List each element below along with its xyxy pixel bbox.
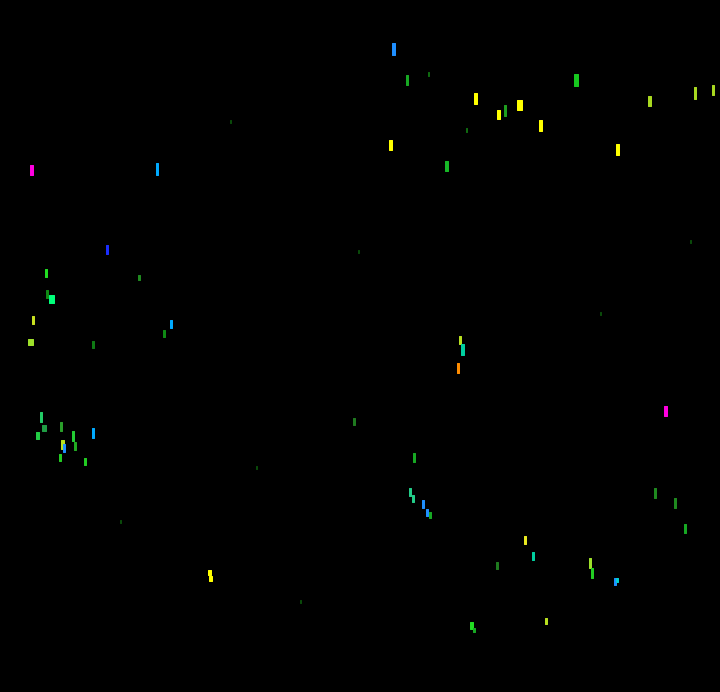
scatter-mark: [84, 458, 87, 466]
scatter-mark: [459, 336, 462, 345]
scatter-mark: [445, 161, 449, 172]
scatter-mark: [72, 431, 75, 442]
scatter-mark: [63, 444, 66, 453]
scatter-mark: [532, 552, 535, 561]
scatter-mark: [413, 453, 416, 463]
scatter-mark: [409, 488, 412, 497]
scatter-mark: [170, 320, 173, 329]
scatter-mark: [539, 120, 543, 132]
scatter-mark: [208, 570, 212, 576]
scatter-mark: [545, 618, 548, 625]
scatter-mark: [422, 500, 425, 509]
scatter-mark: [300, 600, 302, 604]
scatter-mark: [694, 87, 697, 100]
scatter-mark: [504, 105, 507, 117]
scatter-mark: [654, 488, 657, 499]
scatter-mark: [353, 418, 356, 426]
scatter-mark: [466, 128, 468, 133]
scatter-mark: [392, 43, 396, 56]
scatter-mark: [690, 240, 692, 244]
scatter-mark: [497, 110, 501, 120]
scatter-mark: [59, 454, 62, 462]
scatter-mark: [406, 75, 409, 86]
scatter-mark: [358, 250, 360, 254]
scatter-mark: [591, 568, 594, 579]
scatter-mark: [45, 269, 48, 278]
scatter-mark: [256, 466, 258, 470]
scatter-mark: [106, 245, 109, 255]
scatter-mark: [412, 495, 415, 503]
scatter-mark: [426, 509, 429, 517]
scatter-mark: [46, 290, 49, 299]
scatter-mark: [138, 275, 141, 281]
scatter-mark: [648, 96, 652, 107]
scatter-mark: [428, 72, 430, 77]
scatter-mark: [230, 120, 232, 124]
scatter-mark: [470, 622, 474, 630]
scatter-mark: [457, 363, 460, 374]
scatter-mark: [614, 578, 617, 586]
scatter-mark: [712, 85, 715, 96]
scatter-mark: [496, 562, 499, 570]
scatter-mark: [589, 558, 592, 569]
scatter-mark: [36, 432, 40, 440]
scatter-mark: [49, 295, 55, 304]
scatter-mark: [163, 330, 166, 338]
scatter-mark: [474, 93, 478, 105]
scatter-mark: [664, 406, 668, 417]
scatter-mark: [389, 140, 393, 151]
scatter-mark: [156, 163, 159, 176]
scatter-mark: [616, 578, 619, 583]
scatter-mark: [28, 339, 34, 346]
scatter-mark: [92, 428, 95, 439]
scatter-mark: [32, 316, 35, 325]
scatter-mark: [429, 512, 432, 519]
scatter-mark: [40, 412, 43, 423]
scatter-mark: [92, 341, 95, 349]
scatter-mark: [42, 425, 47, 432]
scatter-mark: [120, 520, 122, 524]
scatter-mark: [616, 144, 620, 156]
scatter-mark: [60, 422, 63, 432]
scatter-mark: [674, 498, 677, 509]
scatter-mark: [30, 165, 34, 176]
scatter-mark: [684, 524, 687, 534]
scatter-mark: [574, 74, 579, 87]
scatter-mark: [524, 536, 527, 545]
scatter-mark: [209, 576, 213, 582]
scatter-mark: [600, 312, 602, 316]
scatter-mark: [517, 100, 523, 111]
scatter-mark: [473, 628, 476, 633]
scatter-mark: [461, 344, 465, 356]
scatter-mark: [74, 442, 77, 451]
